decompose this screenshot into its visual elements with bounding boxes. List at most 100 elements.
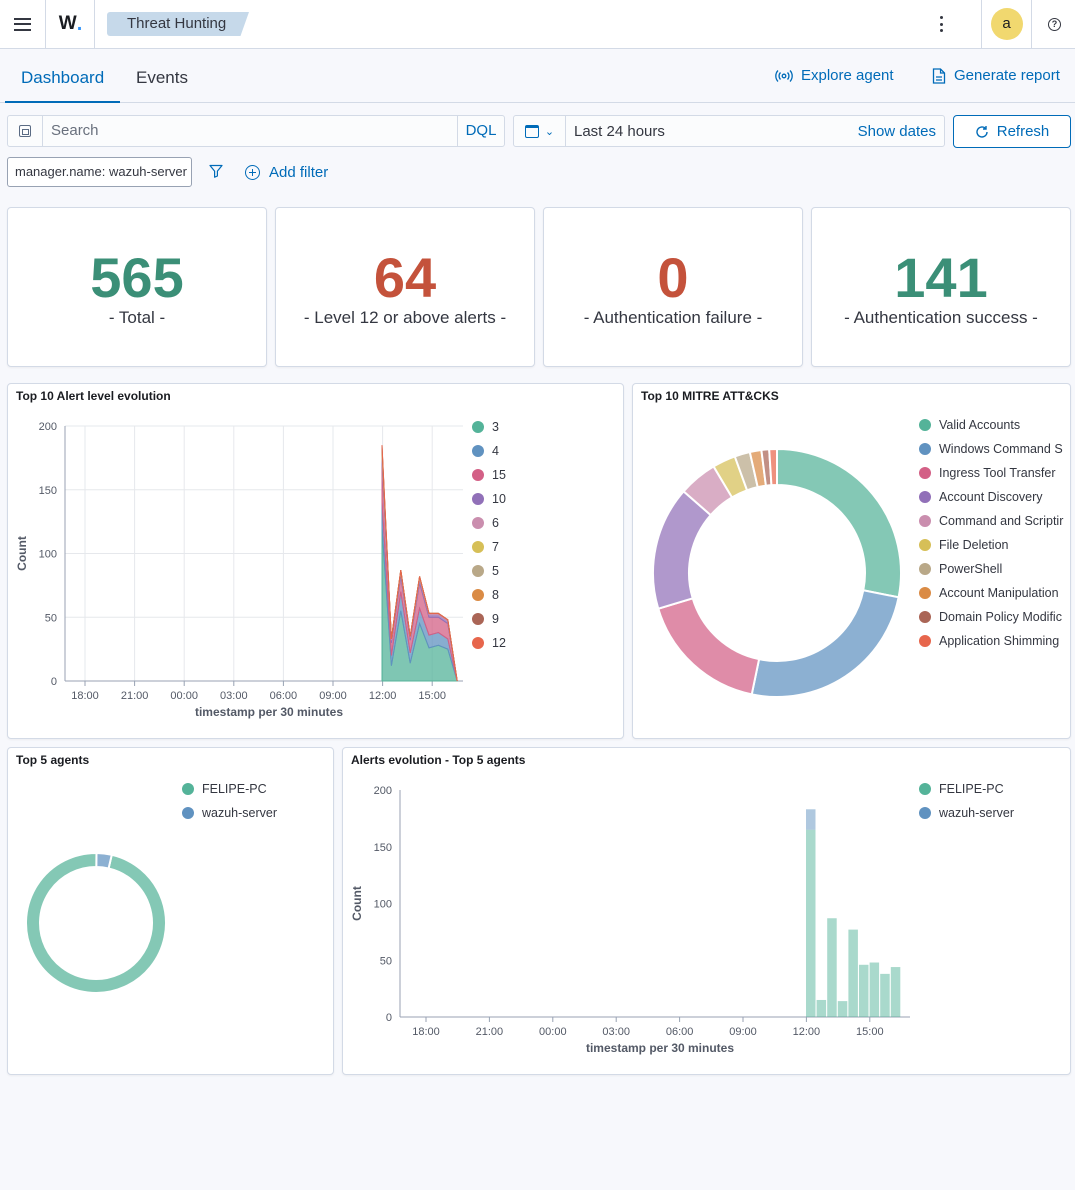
legend-swatch — [919, 491, 931, 503]
x-tick-label: 21:00 — [476, 1026, 504, 1038]
legend-item[interactable]: PowerShell — [919, 557, 1067, 581]
legend-item[interactable]: 12 — [472, 631, 506, 655]
document-icon — [932, 67, 946, 84]
avatar[interactable]: a — [990, 8, 1023, 40]
legend-item[interactable]: Windows Command S — [919, 437, 1067, 461]
dql-toggle[interactable]: DQL — [457, 116, 504, 146]
legend-item[interactable]: 5 — [472, 559, 506, 583]
legend-item[interactable]: FELIPE-PC — [919, 777, 1014, 801]
x-tick-label: 15:00 — [418, 690, 446, 702]
panel-title: Alerts evolution - Top 5 agents — [351, 753, 526, 767]
legend-label: 5 — [492, 564, 499, 578]
legend-item[interactable]: 10 — [472, 487, 506, 511]
legend-swatch — [472, 541, 484, 553]
legend-item[interactable]: 6 — [472, 511, 506, 535]
x-tick-label: 09:00 — [319, 690, 347, 702]
show-dates-link[interactable]: Show dates — [857, 123, 936, 140]
breadcrumb[interactable]: Threat Hunting — [107, 12, 249, 36]
panel-title: Top 10 MITRE ATT&CKS — [641, 389, 779, 403]
alert-level-panel: 0 50 100 150 200 18:00 21:00 00:00 03:00 06:00 09:… — [7, 383, 624, 739]
stat-value[interactable]: 141 — [894, 246, 988, 309]
legend-label: Ingress Tool Transfer — [939, 466, 1056, 480]
pie-slice — [25, 852, 167, 994]
legend-item[interactable]: 4 — [472, 439, 506, 463]
legend-item[interactable]: wazuh-server — [919, 801, 1014, 825]
menu-icon[interactable] — [0, 0, 46, 48]
top-agents-chart — [25, 851, 167, 994]
legend-swatch — [919, 467, 931, 479]
legend-label: Command and Scriptir — [939, 514, 1064, 528]
legend-swatch — [472, 493, 484, 505]
legend-swatch — [472, 445, 484, 457]
legend-item[interactable]: File Deletion — [919, 533, 1067, 557]
bar — [806, 809, 816, 830]
refresh-button[interactable]: Refresh — [953, 115, 1071, 148]
bar — [890, 967, 901, 1017]
y-tick-label: 50 — [380, 955, 392, 967]
saved-query-icon[interactable] — [8, 116, 43, 146]
area-series — [381, 445, 458, 682]
legend-label: File Deletion — [939, 538, 1009, 552]
legend-label: 4 — [492, 444, 499, 458]
legend-label: 6 — [492, 516, 499, 530]
legend-item[interactable]: wazuh-server — [182, 801, 277, 825]
stat-value[interactable]: 0 — [657, 246, 689, 309]
y-tick-label: 150 — [39, 485, 57, 497]
filter-pill[interactable]: manager.name: wazuh-server — [7, 157, 192, 187]
app-logo[interactable]: W. — [47, 0, 95, 48]
y-tick-label: 100 — [39, 549, 57, 561]
y-tick-label: 200 — [39, 421, 57, 433]
user-menu[interactable]: a — [981, 0, 1032, 48]
stat-value[interactable]: 64 — [373, 246, 437, 309]
date-range[interactable]: Last 24 hours — [574, 123, 665, 140]
x-tick-label: 06:00 — [270, 690, 298, 702]
legend-item[interactable]: Application Shimming — [919, 629, 1067, 653]
x-axis-title: timestamp per 30 minutes — [195, 705, 343, 719]
pie-slice — [652, 489, 713, 610]
x-tick-label: 15:00 — [856, 1026, 884, 1038]
bar — [837, 1001, 848, 1017]
legend-swatch — [472, 517, 484, 529]
x-tick-label: 12:00 — [793, 1026, 821, 1038]
legend-item[interactable]: Command and Scriptir — [919, 509, 1067, 533]
legend-item[interactable]: Account Discovery — [919, 485, 1067, 509]
legend-swatch — [472, 637, 484, 649]
generate-report-link[interactable]: Generate report — [932, 67, 1060, 84]
legend-item[interactable]: FELIPE-PC — [182, 777, 277, 801]
legend-swatch — [182, 783, 194, 795]
legend-item[interactable]: 3 — [472, 415, 506, 439]
mitre-panel: Top 10 MITRE ATT&CKS Valid Accounts Windo… — [632, 383, 1071, 739]
explore-agent-link[interactable]: Explore agent — [775, 67, 894, 84]
legend-item[interactable]: 8 — [472, 583, 506, 607]
legend-item[interactable]: Ingress Tool Transfer — [919, 461, 1067, 485]
y-tick-label: 50 — [45, 612, 57, 624]
legend-label: Account Discovery — [939, 490, 1043, 504]
legend-item[interactable]: Account Manipulation — [919, 581, 1067, 605]
legend-swatch — [919, 587, 931, 599]
tab-events[interactable]: Events — [136, 68, 188, 87]
legend-swatch — [919, 807, 931, 819]
legend-item[interactable]: Valid Accounts — [919, 413, 1067, 437]
legend-item[interactable]: 9 — [472, 607, 506, 631]
search-input[interactable]: Search — [51, 122, 99, 139]
tab-dashboard[interactable]: Dashboard — [5, 49, 121, 103]
more-options-icon[interactable] — [930, 14, 952, 34]
legend-swatch — [919, 783, 931, 795]
stat-value[interactable]: 565 — [90, 246, 184, 309]
legend-item[interactable]: Domain Policy Modific — [919, 605, 1067, 629]
filter-icon[interactable] — [209, 164, 223, 178]
bar — [806, 829, 816, 1017]
legend-swatch — [919, 611, 931, 623]
legend-item[interactable]: 7 — [472, 535, 506, 559]
stat-label: - Level 12 or above alerts - — [303, 308, 507, 327]
legend-item[interactable]: 15 — [472, 463, 506, 487]
calendar-icon[interactable]: ⌄ — [514, 116, 566, 146]
add-filter-button[interactable]: Add filter — [245, 164, 328, 181]
stat-label: - Authentication failure - — [583, 308, 763, 327]
help-icon[interactable]: ? — [1048, 18, 1061, 31]
legend-label: 10 — [492, 492, 506, 506]
bar — [859, 964, 869, 1017]
date-picker: ⌄ Last 24 hours Show dates — [513, 115, 945, 147]
y-tick-label: 100 — [374, 899, 392, 911]
legend-label: PowerShell — [939, 562, 1003, 576]
